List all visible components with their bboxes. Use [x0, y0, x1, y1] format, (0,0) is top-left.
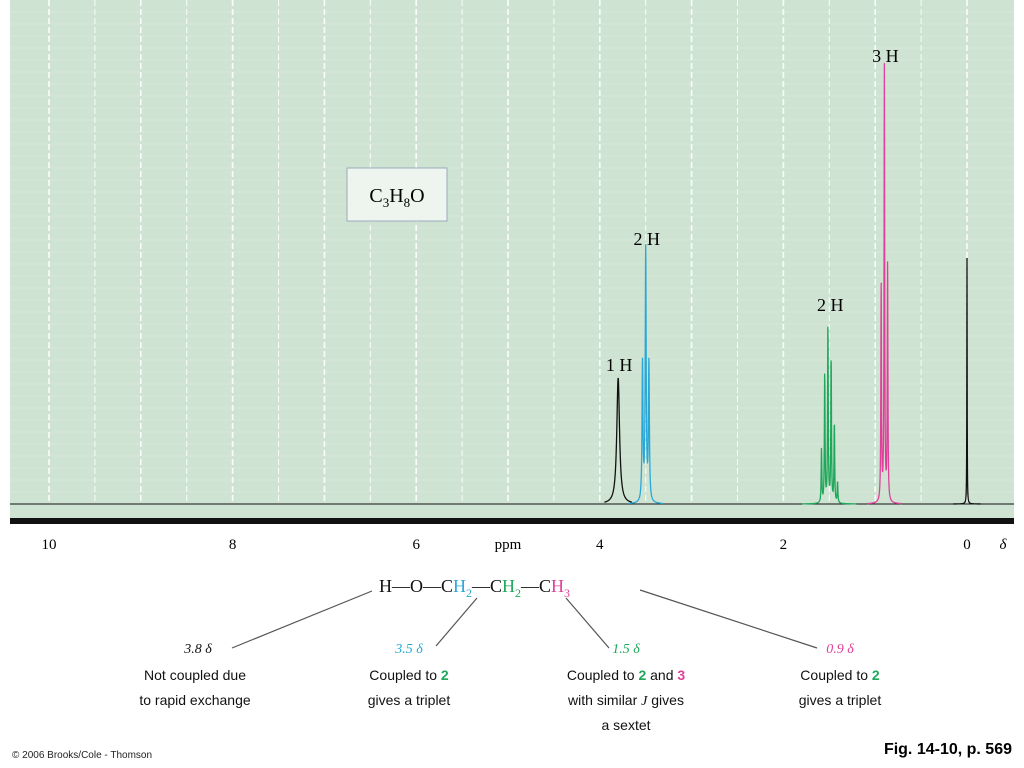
- peak-label-ch2-a: 2 H: [633, 229, 660, 249]
- structure-bond: —: [422, 576, 442, 596]
- peak-label-ch2-b: 2 H: [817, 295, 844, 315]
- figure-reference: Fig. 14-10, p. 569: [883, 741, 1012, 758]
- structure-sub-3: 2: [515, 586, 521, 600]
- annotation-text-1: Coupled to 2: [369, 667, 449, 683]
- structure-atom-4: C: [539, 576, 551, 596]
- grid: [10, 0, 1014, 504]
- annotation-shift-2: 1.5 δ: [612, 642, 640, 657]
- annotation-text-2: Coupled to 2 and 3: [567, 667, 686, 683]
- structure-formula: H—O—CH2​—CH2​—CH3​: [379, 576, 570, 600]
- peak-oh: [604, 377, 633, 503]
- structure-h-2: H: [453, 576, 466, 596]
- x-tick-label: 6: [412, 537, 420, 553]
- peak-label-ch3: 3 H: [872, 46, 899, 66]
- annotation-shift-1: 3.5 δ: [394, 642, 423, 657]
- connector-2: [565, 597, 610, 649]
- annotation-text-1: gives a triplet: [368, 692, 451, 708]
- annotation-text-0: Not coupled due: [144, 667, 246, 683]
- x-tick-label: 10: [42, 537, 57, 553]
- structure-h-3: H: [502, 576, 515, 596]
- peak-ch2-a: [628, 244, 664, 505]
- peak-ch3: [866, 63, 902, 505]
- annotation-shift-3: 0.9 δ: [826, 642, 854, 657]
- structure-bond: —: [471, 576, 491, 596]
- copyright-notice: © 2006 Brooks/Cole - Thomson: [12, 750, 153, 761]
- spectrum-peaks: [604, 63, 981, 505]
- multiplicity-labels: 1 H 2 H 2 H 3 H: [606, 46, 899, 375]
- peak-label-oh: 1 H: [606, 355, 633, 375]
- annotations: 3.8 δ Not coupled due to rapid exchange 3.5…: [139, 642, 881, 733]
- structure-atom-3: C: [490, 576, 502, 596]
- formula-o: O: [410, 185, 424, 207]
- x-tick-label: 8: [229, 537, 237, 553]
- plot-area: [10, 0, 1014, 520]
- peak-ch2-b: [802, 326, 857, 505]
- x-tick-label: 2: [780, 537, 788, 553]
- structure-sub-4: 3: [564, 586, 570, 600]
- annotation-shift-0: 3.8 δ: [183, 642, 212, 657]
- x-tick-label: 0: [963, 537, 971, 553]
- structure-bond: —: [520, 576, 540, 596]
- structure-atom-2: C: [441, 576, 453, 596]
- plot-axis-band: [10, 518, 1014, 524]
- formula-c-sub: 3: [383, 195, 390, 210]
- annotation-text-2: a sextet: [601, 717, 650, 733]
- svg-text:C3H8O: C3H8O: [369, 185, 424, 210]
- structure-bond: —: [391, 576, 411, 596]
- formula-box: C3H8O: [346, 167, 448, 222]
- annotation-text-3: Coupled to 2: [800, 667, 880, 683]
- structure-atom-1: O: [410, 576, 423, 596]
- structure-sub-2: 2: [466, 586, 472, 600]
- x-axis-label: ppm: [495, 537, 522, 553]
- structure-text: H—O—CH2​—CH2​—CH3​: [379, 576, 570, 600]
- formula-h: H: [389, 185, 403, 207]
- x-axis-ticks: 10 8 6 4 2 0: [42, 537, 971, 553]
- annotation-connectors: [231, 589, 818, 649]
- annotation-text-2: with similar J gives: [567, 692, 684, 709]
- formula-h-sub: 8: [404, 195, 411, 210]
- peak-tms: [953, 257, 981, 505]
- x-tick-label: 4: [596, 537, 604, 553]
- x-axis-delta-symbol: δ: [1000, 537, 1008, 553]
- annotation-text-0: to rapid exchange: [139, 692, 251, 708]
- connector-3: [639, 589, 818, 649]
- formula-c: C: [369, 185, 382, 207]
- structure-atom-0: H: [379, 576, 392, 596]
- connector-0: [231, 590, 373, 649]
- structure-h-4: H: [551, 576, 564, 596]
- connector-1: [435, 597, 478, 647]
- annotation-text-3: gives a triplet: [799, 692, 882, 708]
